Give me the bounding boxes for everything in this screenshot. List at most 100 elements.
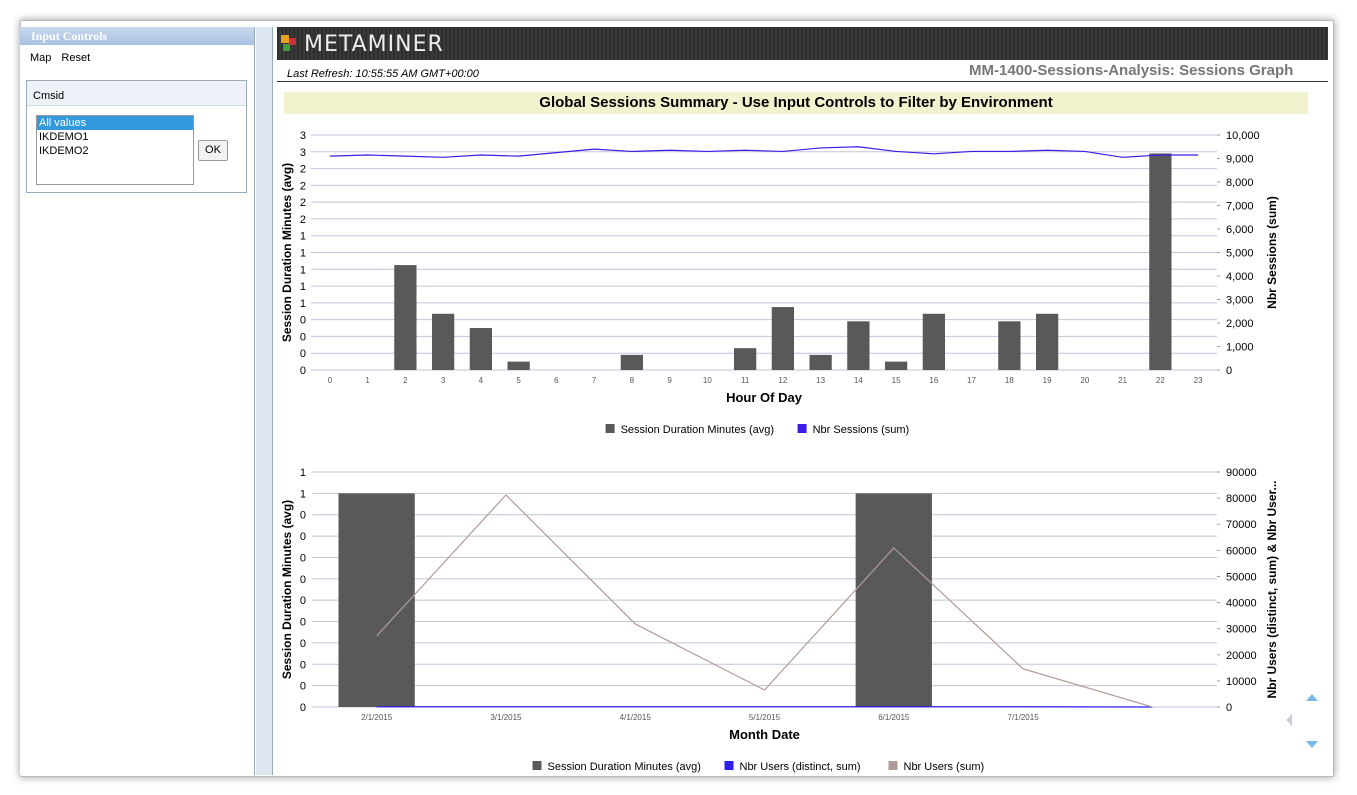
bar bbox=[998, 321, 1021, 370]
y2-tick-label: 2,000 bbox=[1226, 318, 1254, 330]
option[interactable]: IKDEMO2 bbox=[39, 145, 89, 157]
y-axis-title: Session Duration Minutes (avg) bbox=[280, 163, 294, 342]
y-tick-label: 1 bbox=[300, 298, 306, 310]
control-label: Cmsid bbox=[27, 81, 246, 106]
bar bbox=[469, 328, 493, 370]
y2-tick-label: 30000 bbox=[1226, 624, 1257, 636]
y2-tick-label: 6,000 bbox=[1226, 224, 1254, 236]
x-tick-label: 9 bbox=[667, 376, 672, 385]
bar bbox=[809, 354, 832, 370]
x-tick-label: 20 bbox=[1080, 376, 1089, 385]
bar bbox=[1035, 313, 1059, 370]
x-tick-label: 4/1/2015 bbox=[620, 713, 652, 722]
x-tick-label: 22 bbox=[1156, 376, 1165, 385]
reset-action[interactable]: Reset bbox=[61, 52, 91, 64]
x-tick-label: 15 bbox=[892, 376, 901, 385]
x-tick-label: 4 bbox=[479, 376, 484, 385]
y2-tick-label: 20000 bbox=[1226, 650, 1257, 662]
report-title: MM-1400-Sessions-Analysis: Sessions Grap… bbox=[969, 62, 1294, 79]
x-tick-label: 1 bbox=[365, 376, 370, 385]
y-tick-label: 1 bbox=[300, 231, 306, 243]
y-tick-label: 0 bbox=[300, 681, 306, 693]
bar bbox=[431, 313, 455, 370]
x-tick-label: 3 bbox=[441, 376, 446, 385]
logo-icon bbox=[283, 44, 290, 51]
scroll-down[interactable] bbox=[1306, 741, 1318, 748]
y2-tick-label: 4,000 bbox=[1226, 271, 1254, 283]
x-axis-title: Month Date bbox=[729, 727, 800, 742]
logo-icon bbox=[289, 38, 296, 45]
bar bbox=[733, 348, 757, 370]
legend-label: Session Duration Minutes (avg) bbox=[548, 761, 701, 773]
scroll-left[interactable] bbox=[1286, 714, 1292, 726]
last-refresh: Last Refresh: 10:55:55 AM GMT+00:00 bbox=[287, 68, 479, 80]
y2-tick-label: 70000 bbox=[1226, 519, 1257, 531]
y-tick-label: 1 bbox=[300, 248, 306, 260]
legend-swatch bbox=[532, 761, 542, 770]
legend-label: Session Duration Minutes (avg) bbox=[621, 424, 774, 436]
x-tick-label: 8 bbox=[630, 376, 635, 385]
y2-tick-label: 50000 bbox=[1226, 571, 1257, 583]
bar bbox=[394, 265, 417, 370]
x-tick-label: 14 bbox=[854, 376, 863, 385]
bar bbox=[1149, 153, 1172, 370]
y2-tick-label: 8,000 bbox=[1226, 177, 1254, 189]
legend-swatch bbox=[724, 761, 734, 770]
y-tick-label: 2 bbox=[300, 164, 306, 176]
y-tick-label: 0 bbox=[300, 552, 306, 564]
bar bbox=[855, 493, 932, 707]
x-tick-label: 5 bbox=[516, 376, 521, 385]
option[interactable]: IKDEMO1 bbox=[39, 131, 89, 143]
y2-tick-label: 90000 bbox=[1226, 467, 1257, 479]
y-tick-label: 1 bbox=[300, 281, 306, 293]
y-tick-label: 3 bbox=[300, 130, 306, 142]
y2-tick-label: 0 bbox=[1226, 365, 1232, 377]
y2-tick-label: 1,000 bbox=[1226, 342, 1254, 354]
bar bbox=[847, 321, 870, 370]
y-tick-label: 0 bbox=[300, 531, 306, 543]
y-tick-label: 0 bbox=[300, 702, 306, 714]
y-tick-label: 0 bbox=[300, 331, 306, 343]
y-tick-label: 0 bbox=[300, 510, 306, 522]
x-tick-label: 11 bbox=[741, 376, 750, 385]
splitter bbox=[256, 27, 273, 775]
bar bbox=[338, 493, 415, 707]
banner: Global Sessions Summary - Use Input Cont… bbox=[284, 92, 1308, 114]
y-tick-label: 0 bbox=[300, 638, 306, 650]
y2-axis-title: Nbr Sessions (sum) bbox=[1265, 196, 1279, 309]
y-tick-label: 1 bbox=[300, 264, 306, 276]
y-tick-label: 0 bbox=[300, 617, 306, 629]
option[interactable]: All values bbox=[37, 116, 193, 130]
logo: METAMINER bbox=[304, 32, 444, 57]
panel-title[interactable]: Input Controls bbox=[20, 27, 254, 45]
y-tick-label: 0 bbox=[300, 348, 306, 360]
map-action[interactable]: Map bbox=[30, 52, 52, 64]
legend-label: Nbr Users (distinct, sum) bbox=[740, 761, 861, 773]
header-band bbox=[277, 27, 1328, 60]
legend-swatch bbox=[888, 761, 898, 770]
x-tick-label: 7/1/2015 bbox=[1008, 713, 1040, 722]
y-axis-title: Session Duration Minutes (avg) bbox=[280, 500, 294, 679]
bar bbox=[922, 313, 946, 370]
line bbox=[376, 494, 1153, 708]
x-tick-label: 6/1/2015 bbox=[878, 713, 910, 722]
y2-tick-label: 0 bbox=[1226, 702, 1232, 714]
scroll-up[interactable] bbox=[1306, 694, 1318, 701]
bar bbox=[884, 361, 908, 370]
x-axis-title: Hour Of Day bbox=[726, 390, 803, 405]
y2-tick-label: 40000 bbox=[1226, 598, 1257, 610]
ok-button[interactable]: OK bbox=[198, 140, 228, 161]
x-tick-label: 2/1/2015 bbox=[361, 713, 393, 722]
y-tick-label: 0 bbox=[300, 659, 306, 671]
y-tick-label: 2 bbox=[300, 214, 306, 226]
control-box: Cmsid All values IKDEMO1 IKDEMO2 OK bbox=[26, 80, 247, 193]
x-tick-label: 6 bbox=[554, 376, 559, 385]
x-tick-label: 3/1/2015 bbox=[490, 713, 522, 722]
y-tick-label: 1 bbox=[300, 467, 306, 479]
y2-tick-label: 10000 bbox=[1226, 676, 1257, 688]
x-tick-label: 5/1/2015 bbox=[749, 713, 781, 722]
option-list: All values IKDEMO1 IKDEMO2 bbox=[36, 115, 194, 185]
rule bbox=[277, 81, 1328, 82]
